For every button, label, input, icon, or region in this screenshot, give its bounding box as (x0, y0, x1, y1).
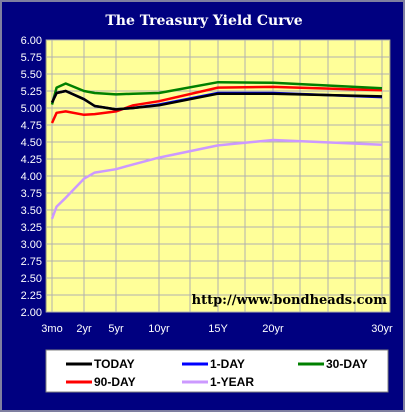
y-tick-label: 3.75 (21, 188, 42, 200)
y-tick-label: 4.75 (21, 120, 42, 132)
series-lines (50, 80, 383, 220)
y-tick-label: 4.50 (21, 137, 42, 149)
source-annotation: http://www.bondheads.com (192, 293, 388, 308)
x-axis: 3mo 2yr 5yr 10yr 15Y 20yr 30yr (41, 323, 393, 335)
y-tick-label: 2.75 (21, 256, 42, 268)
legend-label-today: TODAY (94, 357, 135, 371)
legend-label-90-day: 90-DAY (94, 375, 136, 389)
legend: TODAY 1-DAY 30-DAY 90-DAY 1-YEAR (45, 349, 389, 393)
y-tick-label: 5.50 (21, 69, 42, 81)
x-tick-label: 20yr (262, 323, 284, 335)
x-tick-label: 5yr (108, 323, 124, 335)
y-tick-label: 4.25 (21, 154, 42, 166)
series-line-1-year (50, 138, 383, 220)
x-tick-label: 15Y (208, 323, 228, 335)
y-tick-label: 3.25 (21, 222, 42, 234)
series-line-90-day (50, 85, 383, 124)
chart-title: The Treasury Yield Curve (105, 13, 302, 29)
x-tick-label: 3mo (41, 323, 62, 335)
y-tick-label: 6.00 (21, 35, 42, 47)
y-tick-label: 2.50 (21, 273, 42, 285)
y-tick-label: 2.00 (21, 307, 42, 319)
y-axis: 6.00 5.75 5.50 5.25 5.00 4.75 4.50 4.25 4.00 3.75… (21, 35, 42, 319)
legend-label-30-day: 30-DAY (326, 357, 368, 371)
y-tick-label: 4.00 (21, 171, 42, 183)
x-tick-label: 30yr (371, 323, 393, 335)
y-tick-label: 5.75 (21, 52, 42, 64)
legend-box (45, 349, 389, 393)
y-tick-label: 3.00 (21, 239, 42, 251)
legend-label-1-day: 1-DAY (210, 357, 245, 371)
x-tick-label: 10yr (148, 323, 170, 335)
y-tick-label: 3.50 (21, 205, 42, 217)
y-tick-label: 5.00 (21, 103, 42, 115)
y-tick-label: 5.25 (21, 86, 42, 98)
series-line-30-day (50, 80, 383, 105)
series-line-today (50, 89, 383, 111)
x-tick-label: 2yr (76, 323, 92, 335)
legend-label-1-year: 1-YEAR (210, 375, 254, 389)
y-tick-label: 2.25 (21, 290, 42, 302)
